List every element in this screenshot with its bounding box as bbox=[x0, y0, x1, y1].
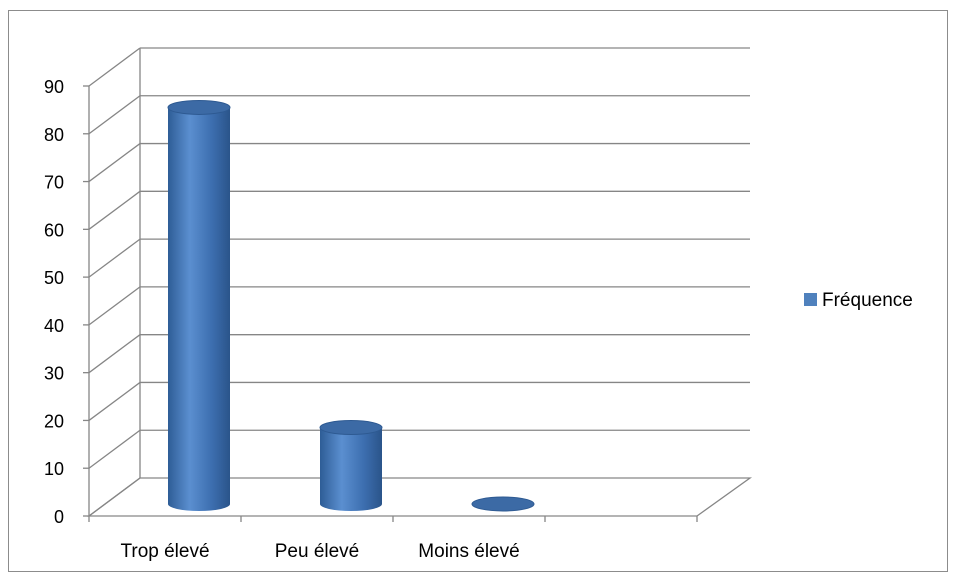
labels-layer: 0 10 20 30 40 50 60 70 80 90 Trop élevé Peu élevé Mo… bbox=[44, 77, 520, 562]
y-tick-label: 0 bbox=[54, 507, 64, 527]
gridline-side bbox=[88, 286, 141, 326]
y-tick-label: 40 bbox=[44, 316, 64, 336]
y-tick-label: 90 bbox=[44, 77, 64, 97]
gridline-side bbox=[88, 334, 141, 374]
bars-layer bbox=[167, 99, 535, 512]
x-category-label: Trop élevé bbox=[120, 541, 209, 562]
gridline-side bbox=[88, 143, 141, 183]
x-category-label: Peu élevé bbox=[275, 541, 360, 562]
chart-floor bbox=[87, 477, 753, 517]
gridline-side bbox=[88, 381, 141, 421]
bar-cylinder bbox=[319, 420, 383, 511]
bar-top bbox=[319, 420, 383, 436]
bar-top bbox=[471, 496, 535, 512]
gridline-side bbox=[88, 47, 141, 87]
y-tick-label: 20 bbox=[44, 411, 64, 431]
legend-swatch-frequence bbox=[804, 293, 817, 306]
legend-label-frequence: Fréquence bbox=[822, 290, 913, 311]
axis-layer bbox=[83, 48, 753, 522]
bar-cylinder bbox=[167, 99, 231, 511]
bar-top bbox=[167, 99, 231, 115]
y-tick-label: 30 bbox=[44, 364, 64, 384]
legend: Fréquence bbox=[804, 290, 913, 311]
y-tick-label: 10 bbox=[44, 459, 64, 479]
x-category-label: Moins élevé bbox=[418, 541, 519, 562]
gridline-side bbox=[88, 429, 141, 469]
bar-body bbox=[320, 427, 382, 511]
bar-cylinder bbox=[471, 496, 535, 512]
y-tick-label: 80 bbox=[44, 125, 64, 145]
bar-body bbox=[168, 107, 230, 511]
y-tick-label: 60 bbox=[44, 220, 64, 240]
y-tick-label: 70 bbox=[44, 173, 64, 193]
gridline-side bbox=[88, 238, 141, 278]
y-tick-label: 50 bbox=[44, 268, 64, 288]
gridline-side bbox=[88, 190, 141, 230]
gridline-side bbox=[88, 95, 141, 135]
